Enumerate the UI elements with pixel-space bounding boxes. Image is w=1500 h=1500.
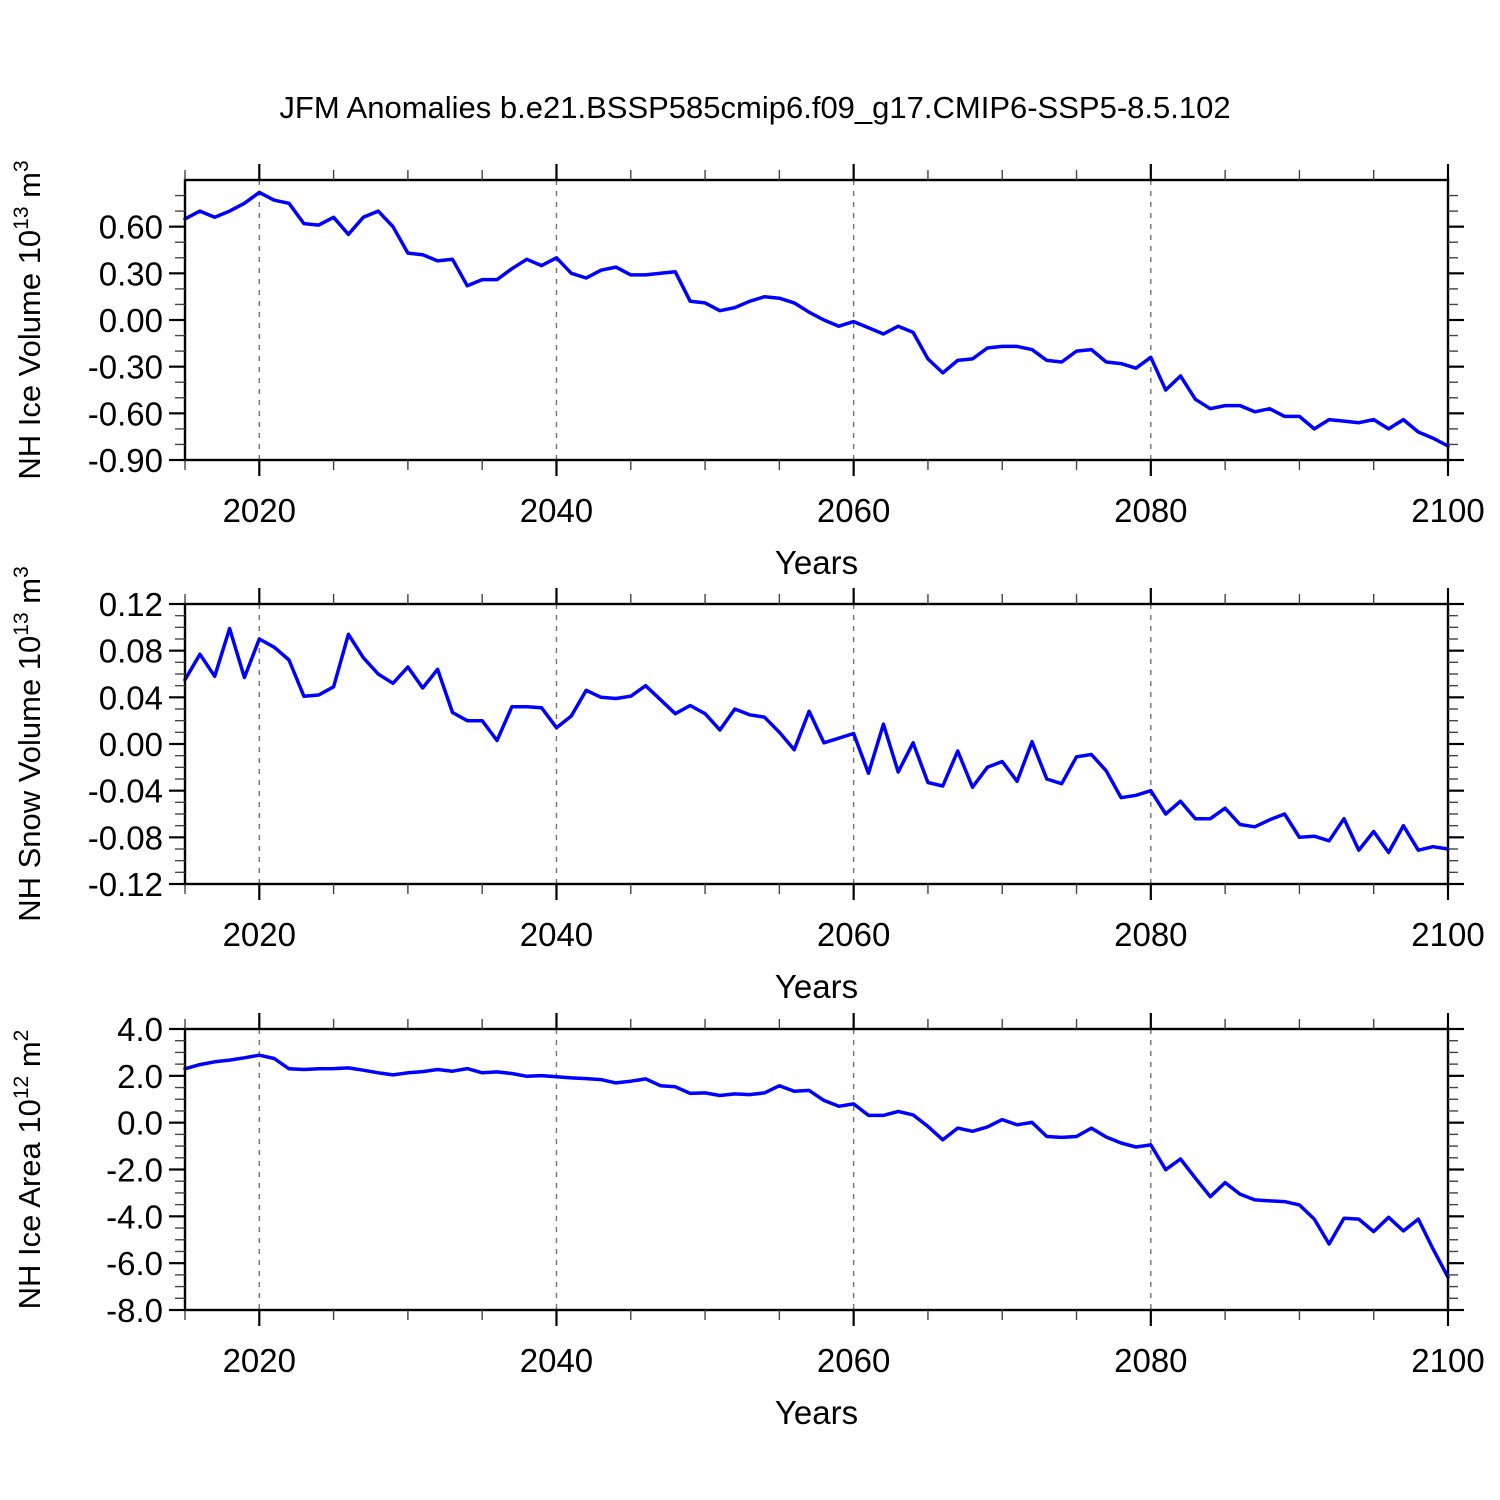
gridlines bbox=[258, 1029, 1152, 1310]
y-axis-title: NH Ice Volume 1013 m3 bbox=[10, 160, 47, 479]
x-tick-label: 2080 bbox=[1114, 1342, 1187, 1379]
x-tick-label: 2100 bbox=[1411, 1342, 1484, 1379]
y-tick-label: 2.0 bbox=[117, 1058, 163, 1095]
y-axis-ticks bbox=[169, 194, 1464, 462]
y-tick-label: -0.30 bbox=[88, 349, 163, 386]
y-tick-label: 0.00 bbox=[99, 302, 163, 339]
x-tick-label: 2040 bbox=[520, 492, 593, 529]
y-tick-label: 4.0 bbox=[117, 1011, 163, 1048]
data-line bbox=[183, 626, 1450, 855]
x-tick-label: 2020 bbox=[223, 916, 296, 953]
y-tick-label: 0.00 bbox=[99, 726, 163, 763]
y-tick-label: 0.04 bbox=[99, 679, 163, 716]
x-tick-label: 2100 bbox=[1411, 916, 1484, 953]
x-tick-label: 2080 bbox=[1114, 916, 1187, 953]
gridlines bbox=[258, 604, 1152, 884]
y-tick-label: -0.08 bbox=[88, 819, 163, 856]
x-tick-label: 2080 bbox=[1114, 492, 1187, 529]
x-tick-labels: 2020 2040 2060 2080 2100 bbox=[223, 916, 1485, 953]
x-tick-label: 2040 bbox=[520, 1342, 593, 1379]
y-axis-ticks bbox=[169, 602, 1464, 886]
x-tick-label: 2060 bbox=[817, 1342, 890, 1379]
plot-frame bbox=[183, 602, 1450, 886]
x-axis-ticks bbox=[184, 1013, 1450, 1326]
y-tick-label: 0.0 bbox=[117, 1105, 163, 1142]
x-axis-ticks bbox=[184, 588, 1450, 900]
y-tick-labels: 0.12 0.08 0.04 0.00 -0.04 -0.08 -0.12 bbox=[88, 586, 163, 903]
data-line bbox=[183, 1053, 1450, 1279]
y-tick-label: 0.12 bbox=[99, 586, 163, 623]
y-tick-label: -2.0 bbox=[106, 1152, 163, 1189]
y-axis-ticks bbox=[169, 1027, 1464, 1312]
x-axis-ticks bbox=[184, 164, 1450, 476]
x-axis-title: Years bbox=[775, 968, 858, 1005]
y-tick-label: 0.08 bbox=[99, 633, 163, 670]
y-tick-labels: 0.60 0.30 0.00 -0.30 -0.60 -0.90 bbox=[88, 209, 163, 479]
y-tick-label: -4.0 bbox=[106, 1198, 163, 1235]
y-tick-label: 0.30 bbox=[99, 255, 163, 292]
x-tick-label: 2040 bbox=[520, 916, 593, 953]
figure-title: JFM Anomalies b.e21.BSSP585cmip6.f09_g17… bbox=[279, 90, 1231, 125]
y-axis-title: NH Snow Volume 1013 m3 bbox=[10, 566, 47, 922]
y-tick-label: -0.90 bbox=[88, 442, 163, 479]
x-tick-label: 2100 bbox=[1411, 492, 1484, 529]
y-tick-label: 0.60 bbox=[99, 209, 163, 246]
x-tick-label: 2020 bbox=[223, 1342, 296, 1379]
y-axis-title: NH Ice Area 1012 m2 bbox=[10, 1030, 47, 1310]
y-tick-label: -0.04 bbox=[88, 773, 163, 810]
x-tick-label: 2060 bbox=[817, 916, 890, 953]
panel-nh-ice-volume: 2020 2040 2060 2080 2100 0.60 0.30 0.00 -0.30 -0.… bbox=[10, 160, 1485, 581]
y-tick-label: -0.60 bbox=[88, 395, 163, 432]
x-tick-label: 2060 bbox=[817, 492, 890, 529]
panel-nh-snow-volume: 2020 2040 2060 2080 2100 0.12 0.08 0.04 0.00 -0.0… bbox=[10, 566, 1485, 1005]
x-axis-title: Years bbox=[775, 544, 858, 581]
panel-nh-ice-area: 2020 2040 2060 2080 2100 4.0 2.0 0.0 -2.0 -4.0 -6.… bbox=[10, 1011, 1485, 1431]
gridlines bbox=[258, 180, 1152, 460]
x-axis-title: Years bbox=[775, 1394, 858, 1431]
y-tick-labels: 4.0 2.0 0.0 -2.0 -4.0 -6.0 -8.0 bbox=[106, 1011, 163, 1329]
y-tick-label: -6.0 bbox=[106, 1245, 163, 1282]
x-tick-label: 2020 bbox=[223, 492, 296, 529]
data-line bbox=[183, 190, 1450, 448]
plot-frame bbox=[183, 178, 1450, 462]
y-tick-label: -8.0 bbox=[106, 1292, 163, 1329]
x-tick-labels: 2020 2040 2060 2080 2100 bbox=[223, 1342, 1485, 1379]
y-tick-label: -0.12 bbox=[88, 866, 163, 903]
x-tick-labels: 2020 2040 2060 2080 2100 bbox=[223, 492, 1485, 529]
